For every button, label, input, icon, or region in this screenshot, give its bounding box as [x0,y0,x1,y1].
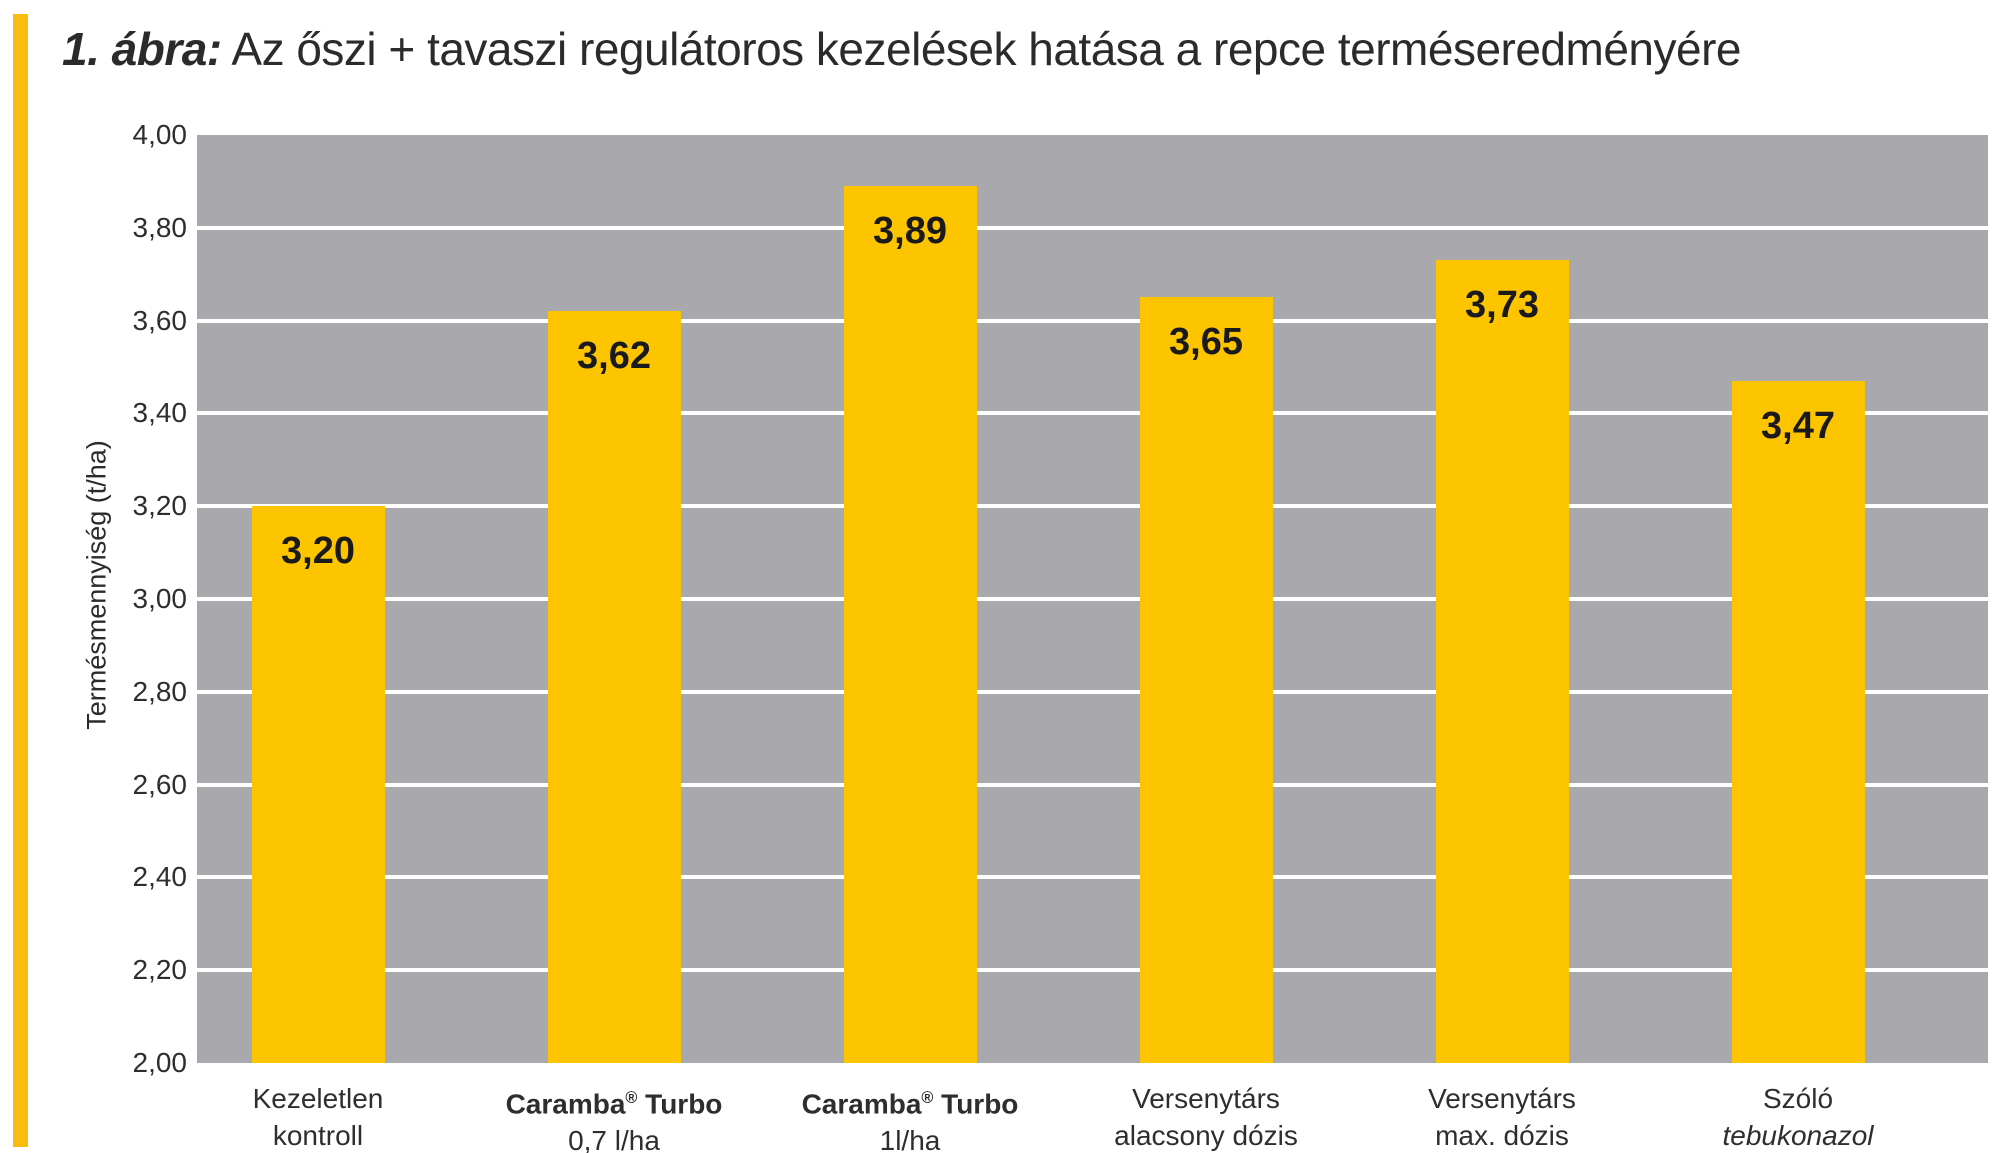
y-tick-label: 3,60 [132,304,188,336]
x-category-label-line1: Kezeletlen [252,1083,384,1114]
gridline [197,225,1988,230]
bar: 3,47 [1731,380,1865,1063]
accent-bar [13,14,28,1147]
gridline [197,782,1988,787]
bar: 3,73 [1435,260,1569,1063]
x-category-label-line2: max. dózis [1435,1120,1569,1151]
gridline [197,504,1988,509]
gridline [197,968,1988,973]
gridline [197,318,1988,323]
y-tick-label: 2,80 [132,675,188,707]
gridline [197,597,1988,601]
x-category-label: Versenytárs alacsony dózis [1056,1080,1356,1153]
bar-value-label: 3,62 [577,335,651,378]
y-tick-label: 4,00 [132,119,188,150]
gridline [197,411,1988,416]
figure-title-prefix: 1. ábra: [62,23,222,75]
bar-value-label: 3,89 [873,210,947,253]
x-category-label-line1: Versenytárs [1132,1083,1280,1114]
x-category-label-line2: 1l/ha [879,1125,941,1153]
y-tick-label: 2,60 [132,768,188,800]
bar-value-label: 3,20 [281,530,355,573]
plot-area: 3,20 3,62 3,89 3,65 3,73 3,47 [197,135,1988,1063]
gridline [197,875,1988,880]
y-tick-label: 3,00 [132,583,188,614]
figure-title-text: Az őszi + tavaszi regulátoros kezelések … [221,23,1741,75]
y-tick-label: 2,20 [132,954,188,986]
y-tick-label: 2,00 [132,1047,188,1078]
gridline [197,689,1988,694]
x-category-label-line1: Szóló [1762,1083,1834,1114]
x-category-label-line2: 0,7 l/ha [568,1125,660,1153]
y-tick-label: 2,40 [132,861,188,893]
x-category-label: Versenytárs max. dózis [1352,1080,1652,1153]
bar-value-label: 3,65 [1169,321,1243,364]
y-tick-label: 3,80 [132,211,188,243]
x-category-label-line2: alacsony dózis [1114,1120,1298,1151]
x-category-label: Kezeletlen kontroll [168,1080,468,1153]
y-tick-label: 3,40 [132,397,188,429]
x-category-label-line2: tebukonazol [1722,1120,1874,1151]
bar-value-label: 3,73 [1465,284,1539,327]
figure-title: 1. ábra: Az őszi + tavaszi regulátoros k… [62,22,1742,76]
bar: 3,65 [1139,297,1273,1063]
x-category-label: Szóló tebukonazol [1648,1080,1948,1153]
bar: 3,62 [547,311,681,1063]
x-category-label: Caramba® Turbo 0,7 l/ha [464,1080,764,1153]
x-category-label-line1: Versenytárs [1428,1083,1576,1114]
x-category-label-line1: Caramba® Turbo [801,1088,1019,1120]
y-tick-label: 3,20 [132,490,188,522]
bar: 3,20 [251,506,385,1063]
x-category-label: Caramba® Turbo 1l/ha [760,1080,1060,1153]
x-category-label-line2: kontroll [272,1120,364,1151]
bar-value-label: 3,47 [1761,404,1835,447]
bar: 3,89 [843,186,977,1063]
x-category-label-line1: Caramba® Turbo [505,1088,723,1120]
